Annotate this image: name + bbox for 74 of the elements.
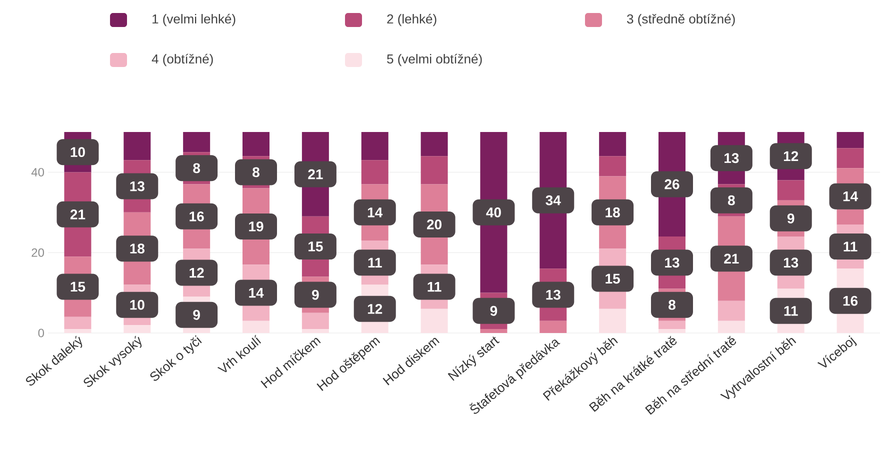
data-label: 12 (368, 304, 382, 314)
data-label: 20 (426, 219, 442, 230)
data-label: 15 (308, 242, 323, 252)
data-label: 15 (606, 274, 620, 284)
bar (540, 320, 567, 333)
data-label: 8 (193, 163, 200, 174)
data-label: 16 (843, 296, 858, 306)
bar (777, 180, 804, 200)
data-label: 26 (664, 179, 680, 190)
data-label: 9 (490, 306, 498, 316)
bar (242, 320, 270, 333)
bar (361, 160, 388, 184)
bar (124, 132, 151, 160)
data-label: 11 (784, 306, 798, 316)
bar (420, 308, 448, 333)
legend-label: 4 (obtížné) (152, 54, 213, 66)
data-label: 21 (724, 254, 739, 264)
bar (302, 312, 329, 329)
bar (64, 328, 92, 333)
data-label: 13 (724, 153, 739, 164)
bar (124, 324, 151, 333)
bar (718, 300, 745, 321)
data-label: 40 (486, 207, 501, 218)
bar (302, 328, 329, 333)
data-label: 11 (844, 242, 858, 252)
data-label: 19 (249, 221, 264, 232)
y-tick-label: 40 (31, 168, 44, 176)
data-label: 9 (312, 290, 319, 300)
data-label: 8 (252, 167, 260, 178)
data-label: 10 (70, 147, 85, 158)
bar (480, 328, 508, 333)
data-label: 9 (193, 310, 200, 320)
legend-label: 2 (lehké) (387, 14, 436, 26)
data-label: 12 (190, 268, 204, 278)
legend-label: 1 (velmi lehké) (152, 14, 236, 26)
data-label: 34 (546, 195, 561, 206)
legend-label: 3 (středně obtížné) (627, 14, 735, 26)
data-label: 11 (428, 282, 442, 292)
y-tick-label: 20 (32, 248, 44, 257)
data-label: 14 (368, 208, 383, 218)
data-label: 21 (308, 169, 323, 180)
bar (242, 132, 270, 156)
bar (64, 316, 92, 329)
data-label: 13 (665, 258, 680, 268)
bar (658, 320, 686, 329)
legend-label: 5 (velmi obtížné) (387, 54, 482, 66)
bar (420, 156, 448, 184)
bar (361, 132, 388, 160)
bar (658, 328, 686, 333)
data-label: 14 (249, 288, 264, 298)
bar (599, 132, 626, 156)
y-tick-label: 0 (38, 328, 44, 338)
data-label: 12 (784, 151, 798, 161)
data-label: 8 (668, 300, 676, 310)
bar (836, 148, 864, 168)
bar (599, 308, 626, 333)
data-label: 8 (728, 195, 735, 206)
data-label: 13 (546, 290, 560, 300)
bar (183, 132, 210, 152)
bar (599, 156, 626, 176)
data-label: 18 (606, 207, 620, 218)
data-label: 16 (190, 211, 204, 222)
data-label: 21 (70, 210, 86, 220)
data-label: 15 (70, 282, 86, 292)
data-label: 18 (130, 244, 145, 254)
bar (420, 132, 448, 156)
bar (836, 132, 864, 148)
data-label: 10 (130, 300, 144, 310)
data-label: 13 (784, 258, 798, 268)
data-label: 9 (787, 213, 794, 224)
data-label: 13 (130, 181, 144, 192)
data-label: 14 (843, 192, 858, 202)
data-label: 11 (368, 258, 382, 268)
bar (718, 320, 745, 333)
